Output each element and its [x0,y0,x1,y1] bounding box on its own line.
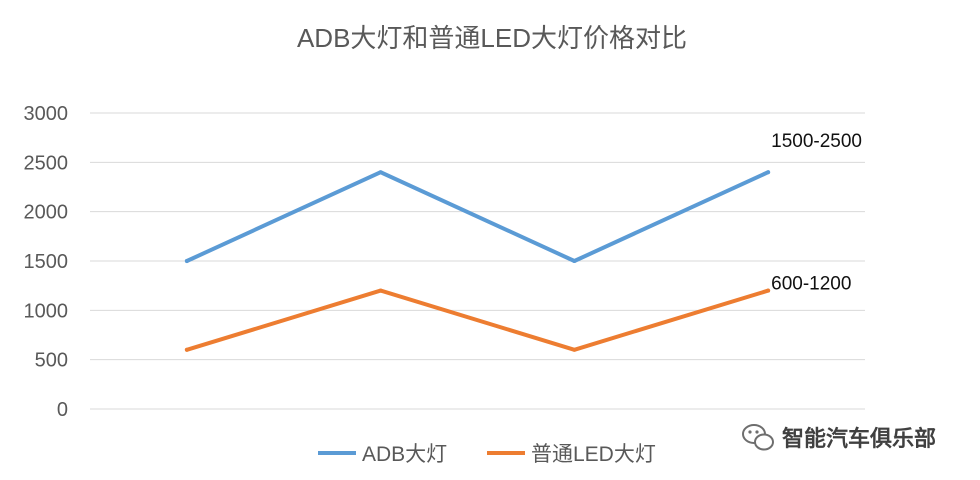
data-point [184,259,189,263]
series-layer [184,170,771,352]
data-point [184,347,189,352]
gridlines [90,112,865,410]
watermark: 智能汽车俱乐部 [742,424,936,451]
y-axis-ticks: 0 500 1000 1500 2000 2500 3000 [24,103,69,421]
legend-label: ADB大灯 [362,443,447,466]
series-line-1 [184,170,771,263]
data-point [572,347,577,352]
series-line-2 [184,288,771,352]
legend: ADB大灯 普通LED大灯 [318,443,656,466]
y-tick-label: 1000 [24,300,69,322]
y-tick-label: 0 [57,399,68,421]
y-tick-label: 2500 [24,152,69,174]
data-label: 1500-2500 [771,131,862,152]
y-tick-label: 2000 [24,202,69,224]
y-tick-label: 3000 [24,103,69,125]
data-point [572,259,577,263]
chart-title: ADB大灯和普通LED大灯价格对比 [297,23,687,53]
data-label: 600-1200 [771,274,851,295]
y-tick-label: 1500 [24,251,69,273]
data-point [766,288,771,293]
wechat-icon [742,424,774,451]
y-tick-label: 500 [35,350,68,372]
data-point [378,288,383,293]
data-point [378,170,383,175]
watermark-text: 智能汽车俱乐部 [782,426,936,451]
data-labels: 1500-2500 600-1200 [771,131,862,294]
data-point [766,170,771,175]
legend-label: 普通LED大灯 [531,443,656,466]
